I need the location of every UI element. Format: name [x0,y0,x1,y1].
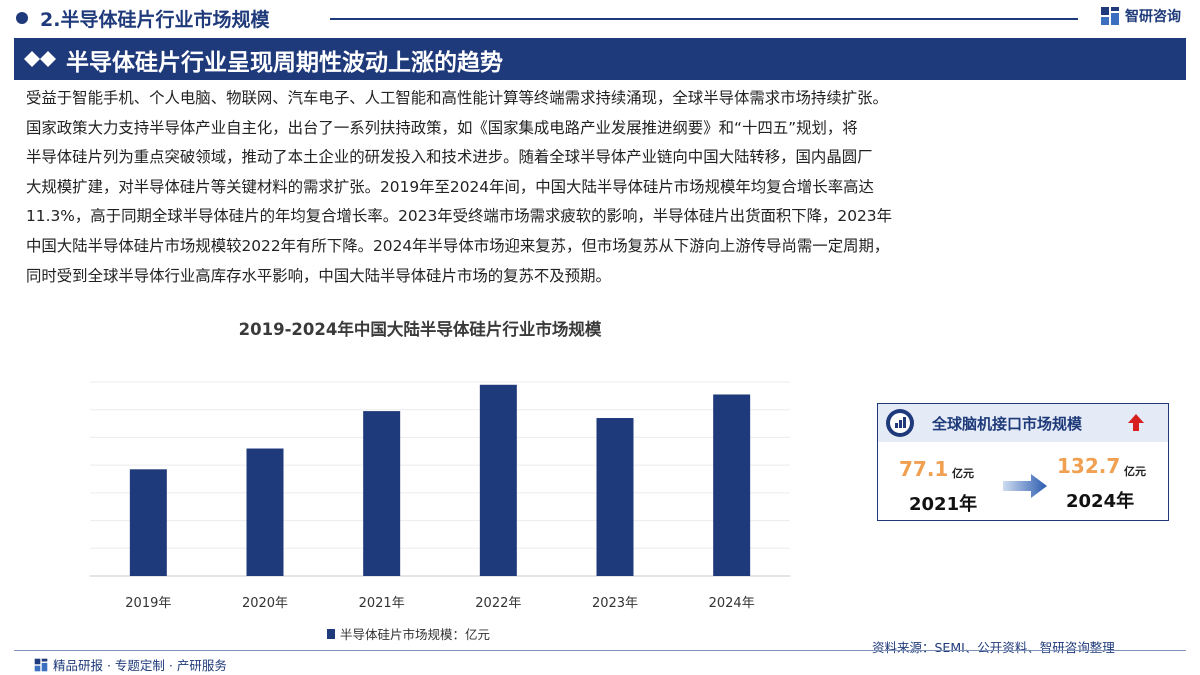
footer-rule [14,650,1186,651]
card-value-end: 132.7 [1057,454,1121,478]
source-note: 资料来源：SEMI、公开资料、智研咨询整理 [872,640,1115,655]
x-tick-label: 2023年 [592,596,638,611]
paragraph-line: 中国大陆半导体硅片市场规模较2022年有所下降。2024年半导体市场迎来复苏，但… [26,236,890,255]
bar-chart: 2019年 2020年 2021年 2022年 2023年 2024年 [90,381,790,611]
card-value-start: 77.1 [899,457,949,481]
chart-badge-icon [886,409,914,437]
bullet-dot-icon [16,12,28,24]
double-diamond-icon [24,51,56,67]
bar-5 [713,394,751,576]
bar-2 [363,411,401,576]
x-tick-label: 2022年 [475,596,521,611]
bar-4 [596,418,634,576]
paragraph-line: 半导体硅片列为重点突破领域，推动了本土企业的研发投入和技术进步。随着全球半导体产… [26,148,873,167]
brand-name: 智研咨询 [1125,9,1181,25]
paragraph-line: 受益于智能手机、个人电脑、物联网、汽车电子、人工智能和高性能计算等终端需求持续涌… [26,89,888,107]
bar-1 [246,448,284,576]
top-header: 2.半导体硅片行业市场规模 智研咨询 [0,0,1200,38]
brand-logo-icon [1101,7,1119,25]
page-heading: 半导体硅片行业呈现周期性波动上涨的趋势 [66,50,503,76]
card-header: 全球脑机接口市场规模 [878,404,1168,442]
title-bar: 半导体硅片行业呈现周期性波动上涨的趋势 [14,38,1186,80]
card-title: 全球脑机接口市场规模 [932,415,1083,433]
paragraph-line: 同时受到全球半导体行业高库存水平影响，中国大陆半导体硅片市场的复苏不及预期。 [26,266,611,285]
card-unit-end: 亿元 [1124,465,1146,478]
chart-legend: 半导体硅片市场规模：亿元 [327,624,490,643]
x-tick-label: 2024年 [709,596,755,611]
paragraph-line: 国家政策大力支持半导体产业自主化，出台了一系列扶持政策，如《国家集成电路产业发展… [26,118,858,137]
up-arrow-icon [1128,414,1144,431]
bar-0 [129,469,167,576]
brand-logo-icon [34,658,48,671]
legend-label: 半导体硅片市场规模：亿元 [340,627,491,642]
card-unit-start: 亿元 [952,467,974,480]
body-paragraph: 受益于智能手机、个人电脑、物联网、汽车电子、人工智能和高性能计算等终端需求持续涌… [26,84,1176,291]
x-tick-label: 2021年 [359,596,405,611]
paragraph-line: 11.3%，高于同期全球半导体硅片的年均复合增长率。2023年受终端市场需求疲软… [26,207,892,226]
highlight-card: 全球脑机接口市场规模 77.1 亿元 2021年 132.7 亿元 2024年 [877,403,1169,521]
card-year-end: 2024年 [1066,491,1135,512]
right-arrow-icon [1003,474,1047,498]
section-title: 2.半导体硅片行业市场规模 [40,9,270,31]
chart-title: 2019-2024年中国大陆半导体硅片行业市场规模 [238,320,602,339]
brand-logo: 智研咨询 [1100,6,1181,26]
x-tick-label: 2020年 [242,596,288,611]
footer-services: 精品研报 · 专题定制 · 产研服务 [34,655,227,674]
bar-3 [479,384,517,576]
paragraph-line: 大规模扩建，对半导体硅片等关键材料的需求扩张。2019年至2024年间，中国大陆… [26,177,874,196]
x-tick-label: 2019年 [125,596,171,611]
footer-services-text: 精品研报 · 专题定制 · 产研服务 [53,658,227,673]
legend-swatch [327,628,335,639]
header-rule [330,18,1078,20]
card-year-start: 2021年 [909,494,978,515]
